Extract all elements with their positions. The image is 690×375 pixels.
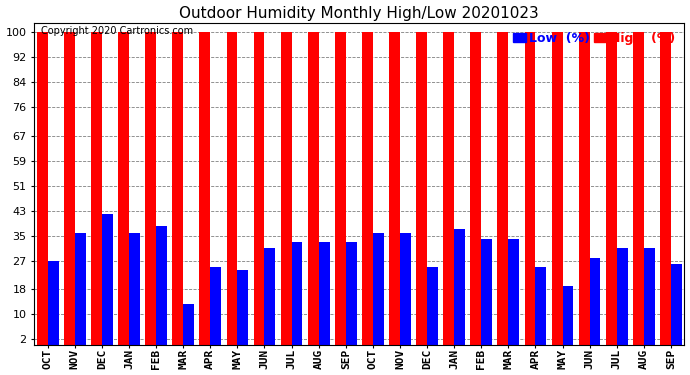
Bar bbox=[562, 286, 573, 345]
Bar bbox=[590, 258, 600, 345]
Bar bbox=[524, 33, 535, 345]
Bar bbox=[292, 242, 302, 345]
Bar bbox=[443, 33, 454, 345]
Bar bbox=[660, 33, 671, 345]
Bar bbox=[535, 267, 546, 345]
Bar bbox=[633, 33, 644, 345]
Bar bbox=[644, 248, 655, 345]
Bar bbox=[362, 33, 373, 345]
Bar bbox=[481, 239, 492, 345]
Bar bbox=[389, 33, 400, 345]
Bar bbox=[226, 33, 237, 345]
Bar bbox=[416, 33, 427, 345]
Bar bbox=[509, 239, 519, 345]
Bar bbox=[37, 33, 48, 345]
Bar bbox=[346, 242, 357, 345]
Bar bbox=[172, 33, 184, 345]
Bar bbox=[64, 33, 75, 345]
Bar bbox=[264, 248, 275, 345]
Bar bbox=[199, 33, 210, 345]
Bar bbox=[471, 33, 481, 345]
Bar bbox=[184, 304, 194, 345]
Bar bbox=[254, 33, 264, 345]
Bar bbox=[91, 33, 102, 345]
Bar bbox=[146, 33, 156, 345]
Bar bbox=[75, 232, 86, 345]
Bar bbox=[606, 33, 617, 345]
Text: Copyright 2020 Cartronics.com: Copyright 2020 Cartronics.com bbox=[41, 26, 193, 36]
Bar bbox=[237, 270, 248, 345]
Bar bbox=[48, 261, 59, 345]
Bar bbox=[335, 33, 346, 345]
Bar bbox=[552, 33, 562, 345]
Bar bbox=[400, 232, 411, 345]
Bar bbox=[308, 33, 319, 345]
Title: Outdoor Humidity Monthly High/Low 20201023: Outdoor Humidity Monthly High/Low 202010… bbox=[179, 6, 539, 21]
Bar bbox=[319, 242, 330, 345]
Bar bbox=[497, 33, 509, 345]
Bar bbox=[118, 33, 129, 345]
Bar bbox=[373, 232, 384, 345]
Bar bbox=[579, 33, 590, 345]
Bar bbox=[427, 267, 438, 345]
Bar bbox=[617, 248, 627, 345]
Bar bbox=[210, 267, 221, 345]
Bar bbox=[281, 33, 292, 345]
Legend: Low  (%), High  (%): Low (%), High (%) bbox=[511, 29, 678, 47]
Bar bbox=[156, 226, 167, 345]
Bar bbox=[102, 214, 112, 345]
Bar bbox=[129, 232, 140, 345]
Bar bbox=[671, 264, 682, 345]
Bar bbox=[454, 230, 465, 345]
